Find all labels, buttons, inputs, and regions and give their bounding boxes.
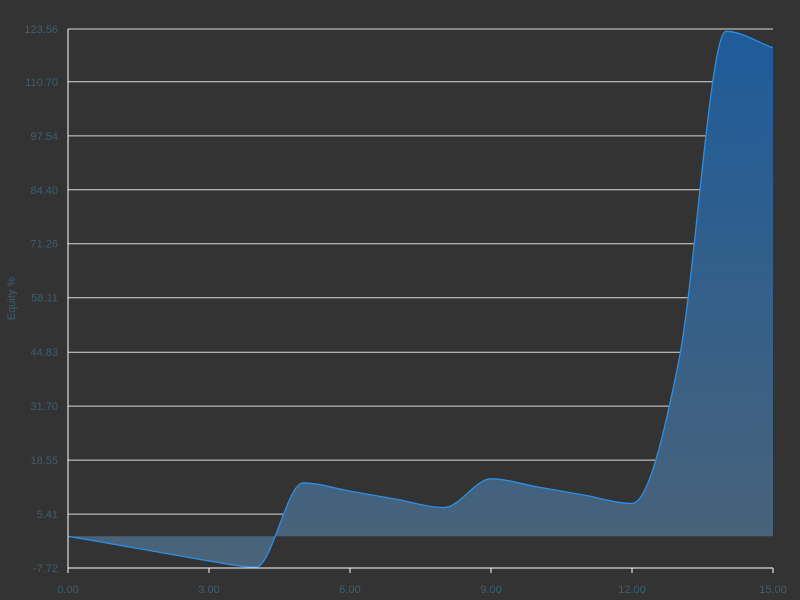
y-tick-labels: -7.72 5.41 18.55 31.70 44.83 58.11 71.26 84.40 9… <box>24 24 58 575</box>
y-tick-label: 31.70 <box>30 401 58 413</box>
y-tick-label: 123.56 <box>24 24 58 36</box>
x-tick-label: 12.00 <box>618 584 646 596</box>
y-tick-label: 110.70 <box>25 77 58 89</box>
x-tick-label: 9.00 <box>480 584 501 596</box>
x-tick-labels: 0.00 3.00 6.00 9.00 12.00 15.00 <box>57 584 786 596</box>
grid-lines <box>68 28 773 515</box>
y-tick-label: -7.72 <box>33 563 58 575</box>
x-tick-label: 0.00 <box>57 584 78 596</box>
y-tick-label: 71.26 <box>30 239 58 251</box>
x-tick-label: 3.00 <box>198 584 219 596</box>
y-tick-label: 18.55 <box>30 455 58 467</box>
y-tick-label: 5.41 <box>37 509 58 521</box>
y-axis-title: Equity % <box>6 277 18 321</box>
y-tick-label: 97.54 <box>30 131 58 143</box>
x-tick-label: 15.00 <box>759 584 787 596</box>
x-tick-label: 6.00 <box>339 584 360 596</box>
y-tick-label: 58.11 <box>31 293 58 305</box>
area-layer <box>67 30 774 568</box>
y-tick-label: 44.83 <box>30 347 58 359</box>
axes <box>67 29 774 573</box>
equity-area-fill <box>68 31 773 568</box>
y-tick-label: 84.40 <box>30 185 58 197</box>
equity-line <box>67 30 774 568</box>
